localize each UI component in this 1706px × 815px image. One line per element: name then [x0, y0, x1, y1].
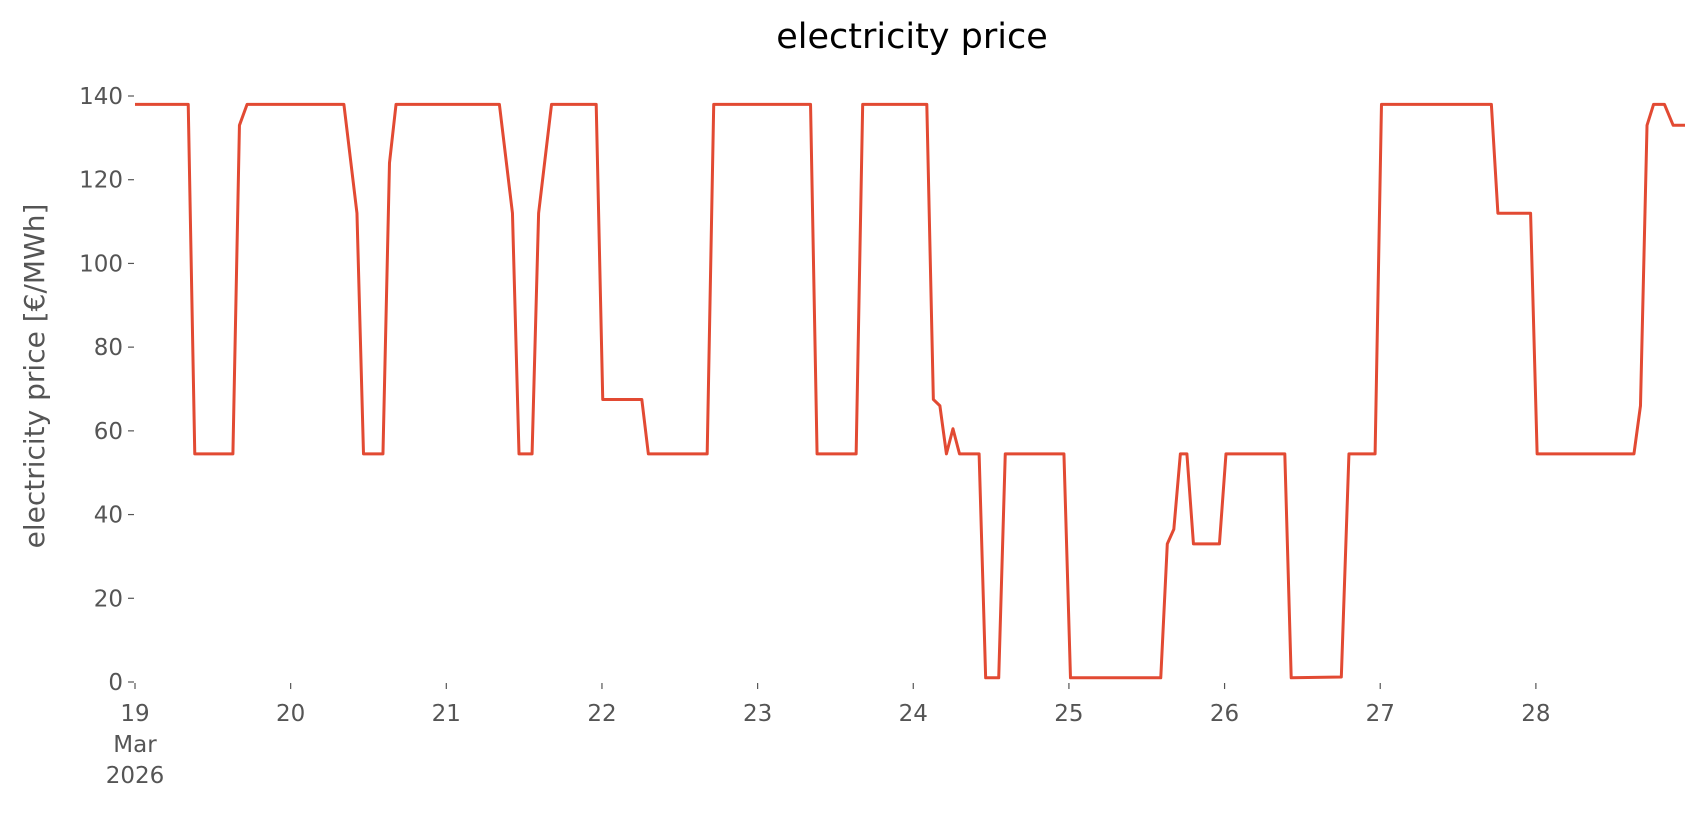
x-tick-label: 25 — [1054, 701, 1083, 727]
price-line — [135, 102, 1685, 680]
x-tick-label: 19 Mar 2026 — [106, 701, 165, 789]
y-tick-label: 60 — [94, 419, 123, 445]
x-tick-label: 21 — [432, 701, 461, 727]
y-tick-label: 140 — [79, 84, 123, 110]
x-tick-label: 26 — [1210, 701, 1239, 727]
x-tick-label: 24 — [899, 701, 928, 727]
y-tick-label: 120 — [79, 168, 123, 194]
chart-title: electricity price — [776, 17, 1048, 57]
y-tick-label: 80 — [94, 335, 123, 361]
x-tick-label: 23 — [743, 701, 772, 727]
y-tick-label: 40 — [94, 503, 123, 529]
y-tick-label: 100 — [79, 251, 123, 277]
x-tick-label: 22 — [587, 701, 616, 727]
x-tick-label: 20 — [276, 701, 305, 727]
x-tick-label: 28 — [1521, 701, 1550, 727]
x-tick-label: 27 — [1366, 701, 1395, 727]
y-tick-label: 0 — [108, 670, 123, 696]
y-axis-label: electricity price [€/MWh] — [18, 204, 51, 549]
y-tick-label: 20 — [94, 586, 123, 612]
